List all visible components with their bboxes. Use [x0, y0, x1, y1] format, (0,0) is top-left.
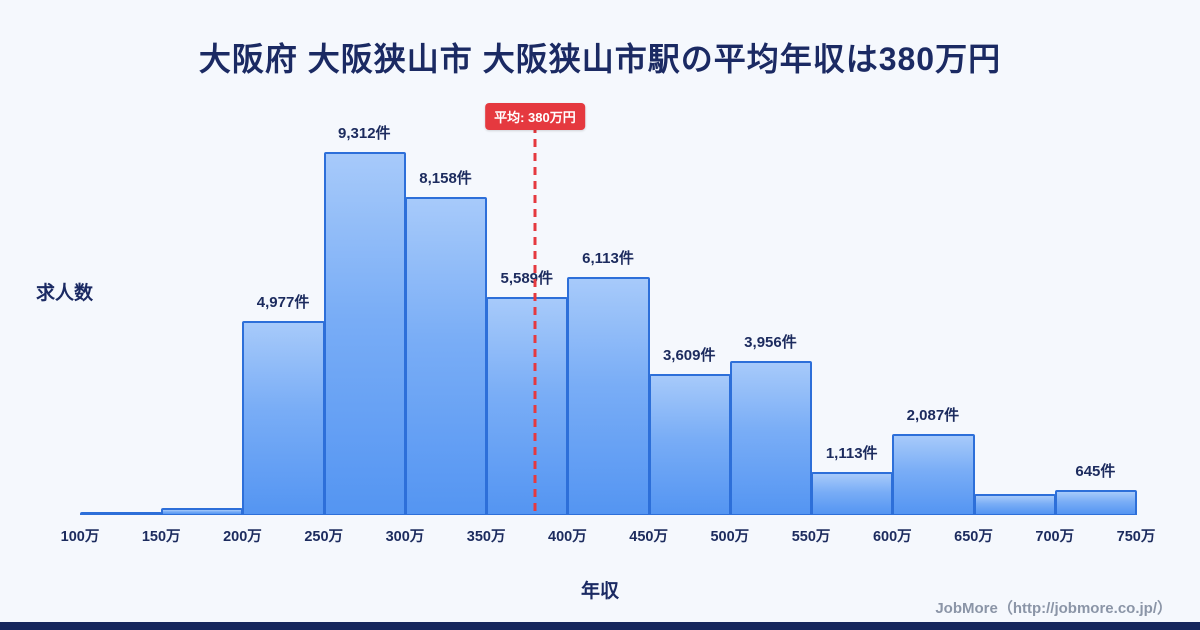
- histogram-bar: [648, 374, 731, 515]
- histogram-bar: [892, 434, 975, 515]
- x-tick-label: 100万: [60, 529, 100, 545]
- bottom-accent-strip: [0, 622, 1200, 630]
- histogram-bar: [161, 508, 244, 515]
- x-tick-label: 200万: [223, 529, 262, 545]
- histogram-bar: [973, 494, 1056, 515]
- x-tick-label: 450万: [629, 529, 668, 545]
- histogram-bar: [404, 197, 488, 515]
- histogram-bar: [1054, 490, 1137, 515]
- histogram-bar: [811, 472, 894, 515]
- histogram-bar: [486, 297, 569, 515]
- bar-value-label: 1,113件: [825, 445, 878, 462]
- x-tick-label: 750万: [1116, 529, 1156, 545]
- x-tick-label: 600万: [872, 529, 912, 545]
- x-axis-label: 年収: [580, 581, 619, 602]
- bar-value-label: 8,158件: [419, 170, 472, 187]
- y-axis-label: 求人数: [36, 283, 94, 304]
- x-tick-label: 350万: [466, 529, 506, 545]
- histogram-bar: [729, 361, 813, 515]
- page-title: 大阪府 大阪狭山市 大阪狭山市駅の平均年収は380万円: [198, 41, 1002, 77]
- x-tick-label: 550万: [791, 529, 831, 545]
- bar-value-label: 5,589件: [500, 270, 554, 287]
- average-badge: 平均: 380万円: [485, 103, 585, 130]
- histogram-bar: [80, 512, 163, 515]
- histogram-bar: [323, 152, 406, 515]
- footer-credit: JobMore（http://jobmore.co.jp/）: [935, 600, 1172, 617]
- bar-value-label: 3,609件: [662, 347, 716, 364]
- bar-value-label: 4,977件: [256, 294, 310, 311]
- x-tick-label: 650万: [954, 529, 993, 545]
- bar-value-label: 2,087件: [906, 407, 960, 424]
- histogram-plot: 4,977件 9,312件 8,158件 5,589件 6,113件 3,609件 3,95…: [61, 103, 1155, 545]
- average-line: [533, 125, 537, 515]
- x-tick-label: 500万: [710, 529, 750, 545]
- bar-value-label: 3,956件: [744, 334, 797, 351]
- x-tick-label: 700万: [1035, 529, 1075, 545]
- x-tick-label: 250万: [304, 529, 344, 545]
- bar-value-label: 9,312件: [338, 125, 391, 142]
- bar-value-label: 645件: [1075, 463, 1116, 480]
- x-tick-label: 150万: [141, 529, 181, 545]
- histogram-bar: [567, 277, 650, 515]
- bar-value-label: 6,113件: [582, 250, 634, 267]
- x-tick-label: 400万: [548, 529, 587, 545]
- histogram-bar: [242, 321, 325, 515]
- x-tick-label: 300万: [385, 529, 425, 545]
